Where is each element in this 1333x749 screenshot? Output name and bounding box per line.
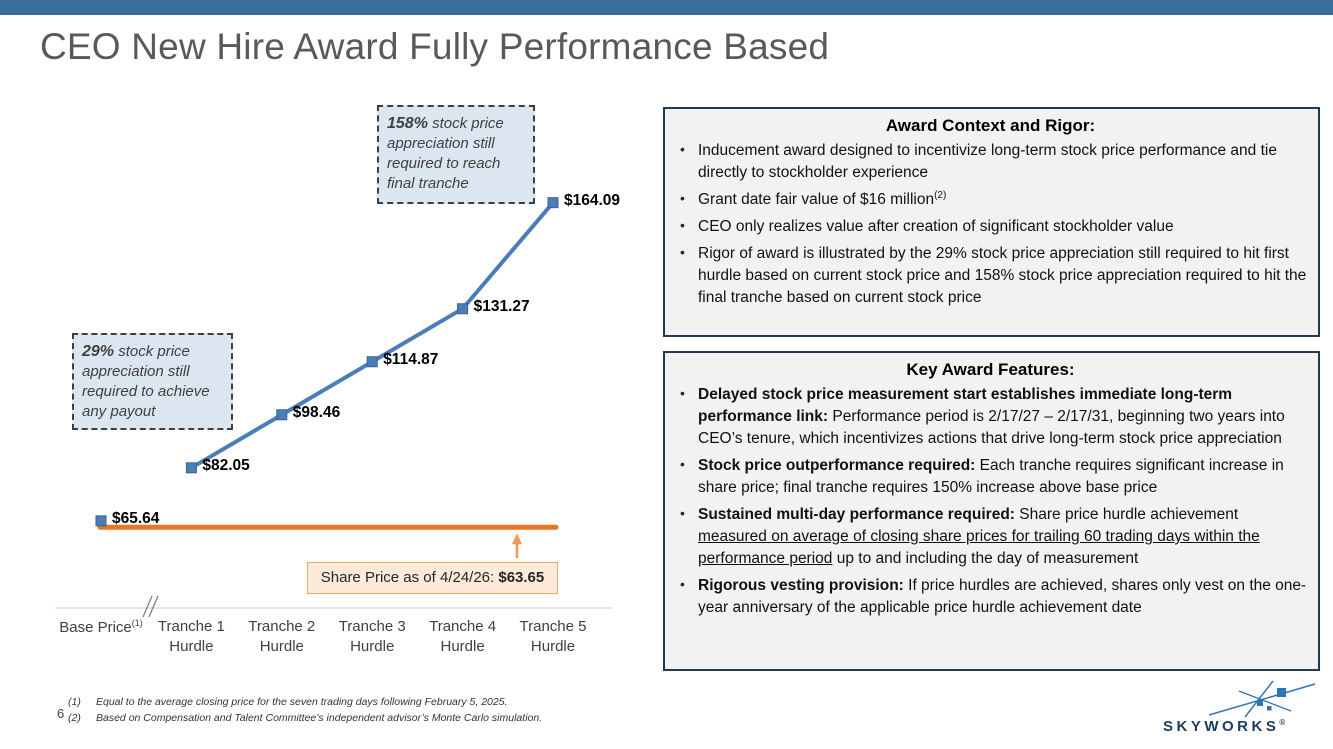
list-item: Delayed stock price measurement start es… xyxy=(673,384,1308,450)
list-item: Stock price outperformance required: Eac… xyxy=(673,455,1308,499)
bullet-text: Each tranche requires significant increa… xyxy=(698,457,1284,496)
key-features-title: Key Award Features: xyxy=(906,360,1075,379)
footnotes: (1) Equal to the average closing price f… xyxy=(68,695,608,727)
callout-percentage: 29% xyxy=(82,343,115,360)
bullet-text: CEO only realizes value after creation o… xyxy=(698,218,1174,236)
list-item: Grant date fair value of $16 million(2) xyxy=(673,189,1308,211)
data-point-label: $114.87 xyxy=(383,350,439,368)
bullet-text: Inducement award designed to incentivize… xyxy=(698,142,1277,181)
callout-text: stock price appreciation still required … xyxy=(82,343,210,420)
data-point-label: $65.64 xyxy=(112,509,160,527)
bullet-text: up to and including the day of measureme… xyxy=(832,550,1139,567)
key-features-box: Key Award Features: Delayed stock price … xyxy=(663,351,1320,671)
data-point-marker xyxy=(276,409,288,421)
share-price-label: Share Price as of 4/24/26: xyxy=(320,569,499,586)
data-point-marker xyxy=(185,462,197,474)
x-axis-label: Tranche 4 Hurdle xyxy=(429,618,497,656)
registered-mark: ® xyxy=(1279,718,1286,727)
footnote-number: (2) xyxy=(68,711,81,724)
data-point-label: $164.09 xyxy=(564,191,621,209)
skyworks-logo: SKYWORKS® xyxy=(1155,662,1325,742)
share-price-value: $63.65 xyxy=(498,569,545,586)
footnote-text: Based on Compensation and Talent Committ… xyxy=(96,711,543,724)
bullet-text: Grant date fair value of $16 million xyxy=(698,191,935,209)
footnote: (2) Based on Compensation and Talent Com… xyxy=(68,711,608,727)
callout-percentage: 158% xyxy=(387,115,428,132)
footnote-ref: (2) xyxy=(934,190,947,201)
callout-first-hurdle: 29% stock price appreciation still requi… xyxy=(72,333,233,430)
footnote: (1) Equal to the average closing price f… xyxy=(68,695,608,711)
data-point-marker xyxy=(366,356,378,368)
award-context-box: Award Context and Rigor: Inducement awar… xyxy=(663,107,1320,337)
list-item: Rigorous vesting provision: If price hur… xyxy=(673,575,1308,619)
bullet-lead: Delayed stock price measurement start es… xyxy=(698,386,1233,425)
list-item: Rigor of award is illustrated by the 29%… xyxy=(673,243,1308,309)
logo-wordmark: SKYWORKS® xyxy=(1163,718,1285,735)
list-item: Sustained multi-day performance required… xyxy=(673,504,1308,570)
data-point-marker xyxy=(457,303,469,315)
bullet-lead: Sustained multi-day performance required… xyxy=(698,506,1015,523)
axis-break-mark xyxy=(148,595,159,618)
callout-final-tranche: 158% stock price appreciation still requ… xyxy=(377,105,535,204)
x-axis-label: Base Price(1) xyxy=(59,618,143,636)
list-item: Inducement award designed to incentivize… xyxy=(673,140,1308,184)
bullet-lead: Stock price outperformance required: xyxy=(698,457,976,474)
award-context-title: Award Context and Rigor: xyxy=(885,116,1096,135)
page-title: CEO New Hire Award Fully Performance Bas… xyxy=(40,26,830,67)
bullet-text: Share price hurdle achievement xyxy=(1014,506,1239,523)
award-context-list: Inducement award designed to incentivize… xyxy=(673,140,1308,309)
x-axis-label: Tranche 2 Hurdle xyxy=(248,618,316,656)
bullet-lead: Rigorous vesting provision: xyxy=(698,577,904,594)
hurdle-line-series xyxy=(190,201,555,470)
callout-text: stock price appreciation still required … xyxy=(387,115,504,192)
share-price-annotation: Share Price as of 4/24/26: $63.65 xyxy=(307,562,558,594)
bullet-text: If price hurdles are achieved, shares on… xyxy=(698,577,1307,616)
share-price-arrowhead xyxy=(512,533,522,545)
list-item: CEO only realizes value after creation o… xyxy=(673,216,1308,238)
logo-text: SKYWORKS xyxy=(1163,718,1280,735)
data-point-label: $82.05 xyxy=(202,456,250,474)
bullet-text: Rigor of award is illustrated by the 29%… xyxy=(698,245,1307,307)
skyworks-spark-icon xyxy=(1208,680,1316,718)
x-axis-label: Tranche 1 Hurdle xyxy=(157,618,225,656)
footnote-number: (1) xyxy=(68,696,81,708)
bullet-text: Performance period is 2/17/27 – 2/17/31,… xyxy=(698,408,1285,447)
data-point-marker xyxy=(95,515,107,527)
axis-break-mark xyxy=(142,595,153,618)
data-point-label: $98.46 xyxy=(292,403,341,421)
x-axis-label: Tranche 5 Hurdle xyxy=(519,618,587,656)
top-accent-bar xyxy=(0,0,1333,15)
page-number: 6 xyxy=(57,706,65,721)
data-point-label: $131.27 xyxy=(473,297,530,315)
key-features-list: Delayed stock price measurement start es… xyxy=(673,384,1308,619)
underlined-text: measured on average of closing share pri… xyxy=(698,528,1260,567)
data-point-marker xyxy=(547,197,559,209)
footnote-text: Equal to the average closing price for t… xyxy=(96,696,508,708)
x-axis-label: Tranche 3 Hurdle xyxy=(338,618,406,656)
